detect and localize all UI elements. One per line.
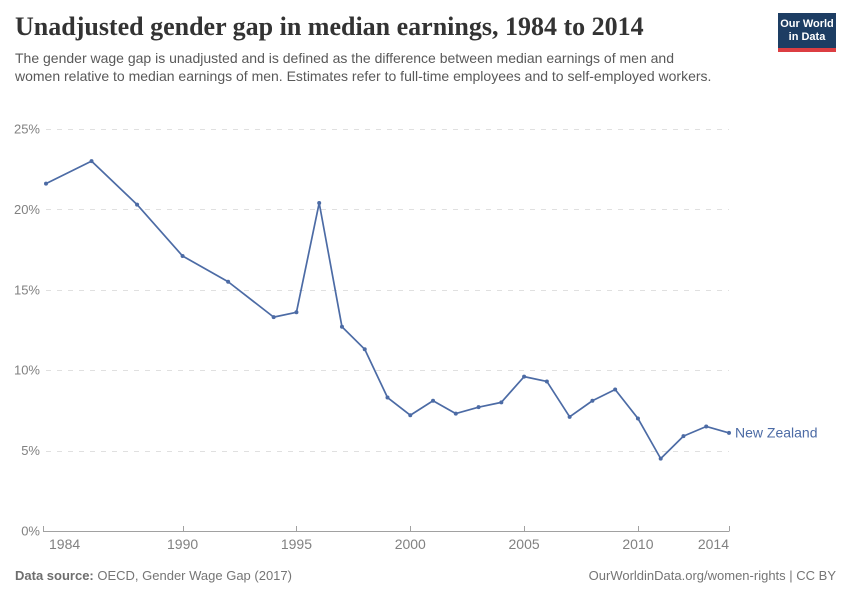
data-point-1997[interactable]	[339, 324, 344, 329]
data-point-2000[interactable]	[408, 413, 413, 418]
data-point-2004[interactable]	[499, 400, 504, 405]
data-point-2007[interactable]	[567, 414, 572, 419]
y-tick-label-20pct: 20%	[14, 202, 40, 217]
series-label-new-zealand: New Zealand	[735, 424, 818, 440]
data-point-1995[interactable]	[294, 310, 299, 315]
data-point-1988[interactable]	[135, 202, 140, 207]
x-tick-label-2010: 2010	[622, 536, 653, 552]
owid-logo[interactable]: Our World in Data	[778, 13, 836, 52]
y-tick-label-5pct: 5%	[21, 443, 40, 458]
data-point-2002[interactable]	[453, 411, 458, 416]
data-point-1994[interactable]	[271, 315, 276, 320]
data-source: Data source: OECD, Gender Wage Gap (2017…	[15, 568, 292, 583]
y-tick-label-10pct: 10%	[14, 363, 40, 378]
series-line-new-zealand[interactable]	[45, 160, 730, 460]
chart-subtitle: The gender wage gap is unadjusted and is…	[15, 50, 712, 84]
data-point-1984[interactable]	[44, 181, 48, 186]
data-point-2013[interactable]	[704, 424, 709, 429]
data-point-1986[interactable]	[89, 159, 94, 164]
x-tick-label-1984: 1984	[49, 536, 80, 552]
owid-logo-line2: in Data	[788, 30, 826, 43]
data-point-2005[interactable]	[522, 374, 527, 379]
data-point-2008[interactable]	[590, 398, 595, 403]
data-point-2009[interactable]	[613, 387, 618, 392]
x-tick-label-2005: 2005	[509, 536, 540, 552]
data-point-2001[interactable]	[431, 398, 436, 403]
y-tick-label-15pct: 15%	[14, 282, 40, 297]
data-point-2006[interactable]	[544, 379, 549, 384]
chart-title: Unadjusted gender gap in median earnings…	[15, 12, 644, 41]
data-point-2003[interactable]	[476, 405, 481, 410]
data-source-text: OECD, Gender Wage Gap (2017)	[93, 568, 292, 583]
data-point-1992[interactable]	[226, 279, 231, 284]
data-point-1996[interactable]	[317, 200, 322, 205]
data-point-1998[interactable]	[362, 347, 367, 352]
x-tick-label-1990: 1990	[167, 536, 198, 552]
y-tick-label-0pct: 0%	[21, 524, 40, 539]
data-source-label: Data source:	[15, 568, 94, 583]
data-point-2012[interactable]	[681, 434, 686, 439]
x-tick-label-2014: 2014	[698, 536, 729, 552]
chart-footer: Data source: OECD, Gender Wage Gap (2017…	[15, 568, 836, 588]
data-point-2011[interactable]	[658, 456, 663, 461]
data-point-2010[interactable]	[635, 416, 640, 421]
data-point-1999[interactable]	[385, 395, 390, 400]
data-point-1990[interactable]	[180, 254, 185, 259]
x-tick-label-2000: 2000	[395, 536, 426, 552]
data-point-2014[interactable]	[727, 430, 731, 435]
credit-link[interactable]: OurWorldinData.org/women-rights | CC BY	[588, 568, 836, 583]
owid-logo-line1: Our World	[780, 18, 834, 30]
y-tick-label-25pct: 25%	[14, 122, 40, 137]
x-tick-label-1995: 1995	[281, 536, 312, 552]
